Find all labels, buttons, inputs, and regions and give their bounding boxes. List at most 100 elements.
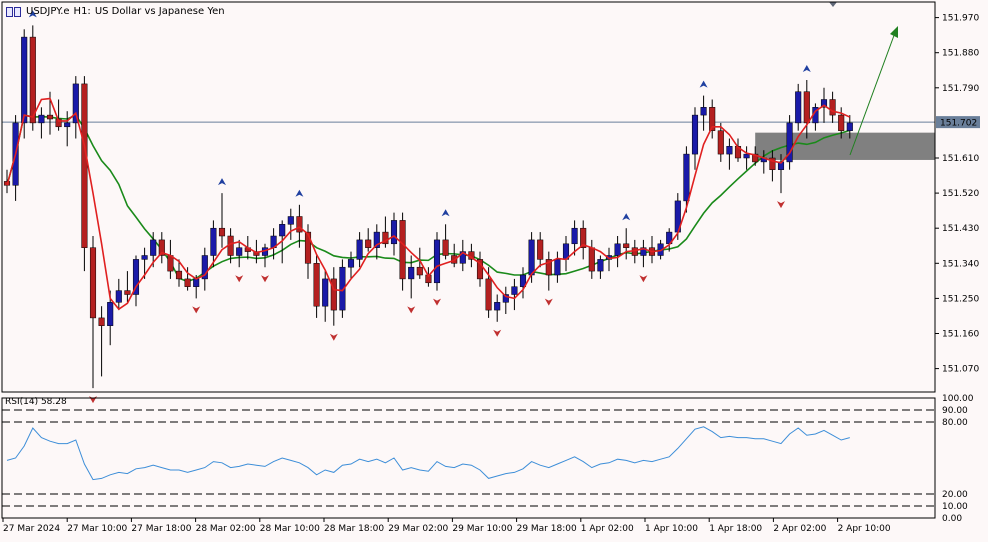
scroll-marker-icon[interactable] xyxy=(829,2,837,7)
candle[interactable] xyxy=(743,146,750,170)
candle[interactable] xyxy=(442,224,449,260)
candle[interactable] xyxy=(296,204,303,248)
current-price-badge xyxy=(936,116,980,129)
candle[interactable] xyxy=(562,236,570,272)
candle[interactable] xyxy=(614,236,621,268)
candle[interactable] xyxy=(623,228,630,260)
chart-header: USDJPY.e H1: US Dollar vs Japanese Yen xyxy=(6,6,225,17)
candle[interactable] xyxy=(365,228,372,252)
candle[interactable] xyxy=(537,232,544,268)
price-zone[interactable] xyxy=(755,132,935,160)
candle[interactable] xyxy=(588,239,595,279)
candle[interactable] xyxy=(769,150,776,182)
rsi-pane[interactable] xyxy=(2,409,935,507)
candle[interactable] xyxy=(399,212,406,291)
candle[interactable] xyxy=(752,146,759,166)
candle[interactable] xyxy=(12,115,19,201)
candle[interactable] xyxy=(218,193,226,248)
candle[interactable] xyxy=(236,239,243,268)
candle[interactable] xyxy=(3,169,11,194)
candle[interactable] xyxy=(356,232,363,268)
candle[interactable] xyxy=(373,224,380,260)
candle[interactable] xyxy=(81,76,88,272)
candle[interactable] xyxy=(347,251,355,279)
candle[interactable] xyxy=(597,255,604,279)
candle[interactable] xyxy=(201,247,208,291)
candle[interactable] xyxy=(554,251,561,283)
projection-arrow-line[interactable] xyxy=(849,29,897,156)
candle[interactable] xyxy=(709,99,716,139)
candle[interactable] xyxy=(330,267,337,326)
fractal-up-arrow xyxy=(28,10,37,18)
candle[interactable] xyxy=(605,247,613,272)
candle[interactable] xyxy=(433,232,441,291)
candle-body xyxy=(347,259,355,268)
candle[interactable] xyxy=(322,271,329,322)
candle[interactable] xyxy=(390,212,398,256)
candle[interactable] xyxy=(571,220,578,256)
price-pane[interactable] xyxy=(2,2,935,404)
candle[interactable] xyxy=(812,103,819,131)
fractal-down-arrow xyxy=(89,396,97,404)
candle[interactable] xyxy=(29,25,36,131)
chart-type-icon[interactable] xyxy=(6,6,22,17)
candle[interactable] xyxy=(700,95,707,131)
description-label: US Dollar vs Japanese Yen xyxy=(94,6,225,17)
candle[interactable] xyxy=(89,236,97,389)
candle[interactable] xyxy=(21,29,28,139)
candle[interactable] xyxy=(408,255,415,299)
current-price-label: 151.702 xyxy=(940,119,977,129)
candle[interactable] xyxy=(511,278,518,311)
candle-body xyxy=(846,122,853,131)
candle[interactable] xyxy=(786,115,793,170)
candle[interactable] xyxy=(545,251,552,291)
candle[interactable] xyxy=(519,267,527,299)
candle[interactable] xyxy=(115,278,122,311)
candle[interactable] xyxy=(167,239,174,279)
candle[interactable] xyxy=(691,107,699,170)
fractal-down-arrow xyxy=(544,298,553,306)
candle[interactable] xyxy=(459,239,466,272)
candle[interactable] xyxy=(253,239,260,264)
candle[interactable] xyxy=(795,83,802,131)
fractal-up-arrow xyxy=(441,209,450,217)
candle[interactable] xyxy=(846,115,853,139)
candle[interactable] xyxy=(210,220,217,268)
candle[interactable] xyxy=(64,111,71,147)
candle[interactable] xyxy=(107,290,114,346)
candle[interactable] xyxy=(132,255,140,307)
rsi-line xyxy=(6,426,850,481)
candle[interactable] xyxy=(476,251,484,287)
candle[interactable] xyxy=(313,255,320,318)
candle[interactable] xyxy=(184,267,191,291)
candle[interactable] xyxy=(683,146,690,213)
candle[interactable] xyxy=(734,138,742,162)
candle[interactable] xyxy=(382,216,389,248)
candle[interactable] xyxy=(726,138,733,170)
candle[interactable] xyxy=(829,91,836,123)
axes: 151.970 151.880 151.790 151.610 151.520 151.4… xyxy=(1,1,980,534)
candle[interactable] xyxy=(38,107,45,139)
candle[interactable] xyxy=(175,259,183,287)
candle[interactable] xyxy=(72,76,79,139)
candle[interactable] xyxy=(648,236,656,264)
candle-body xyxy=(141,255,148,260)
candle[interactable] xyxy=(339,259,346,318)
time-tick-label: 27 Mar 18:00 xyxy=(131,524,191,534)
candle[interactable] xyxy=(803,80,810,139)
candle[interactable] xyxy=(580,220,587,260)
candle[interactable] xyxy=(717,122,724,162)
candle[interactable] xyxy=(98,306,105,377)
candle[interactable] xyxy=(640,239,647,268)
candle[interactable] xyxy=(287,208,294,240)
candle[interactable] xyxy=(158,232,165,264)
candle[interactable] xyxy=(261,243,269,268)
candle[interactable] xyxy=(451,243,458,268)
candle-body xyxy=(545,259,552,276)
candle[interactable] xyxy=(502,286,509,314)
candle[interactable] xyxy=(416,247,423,279)
candle[interactable] xyxy=(124,271,131,303)
candle[interactable] xyxy=(494,294,501,322)
